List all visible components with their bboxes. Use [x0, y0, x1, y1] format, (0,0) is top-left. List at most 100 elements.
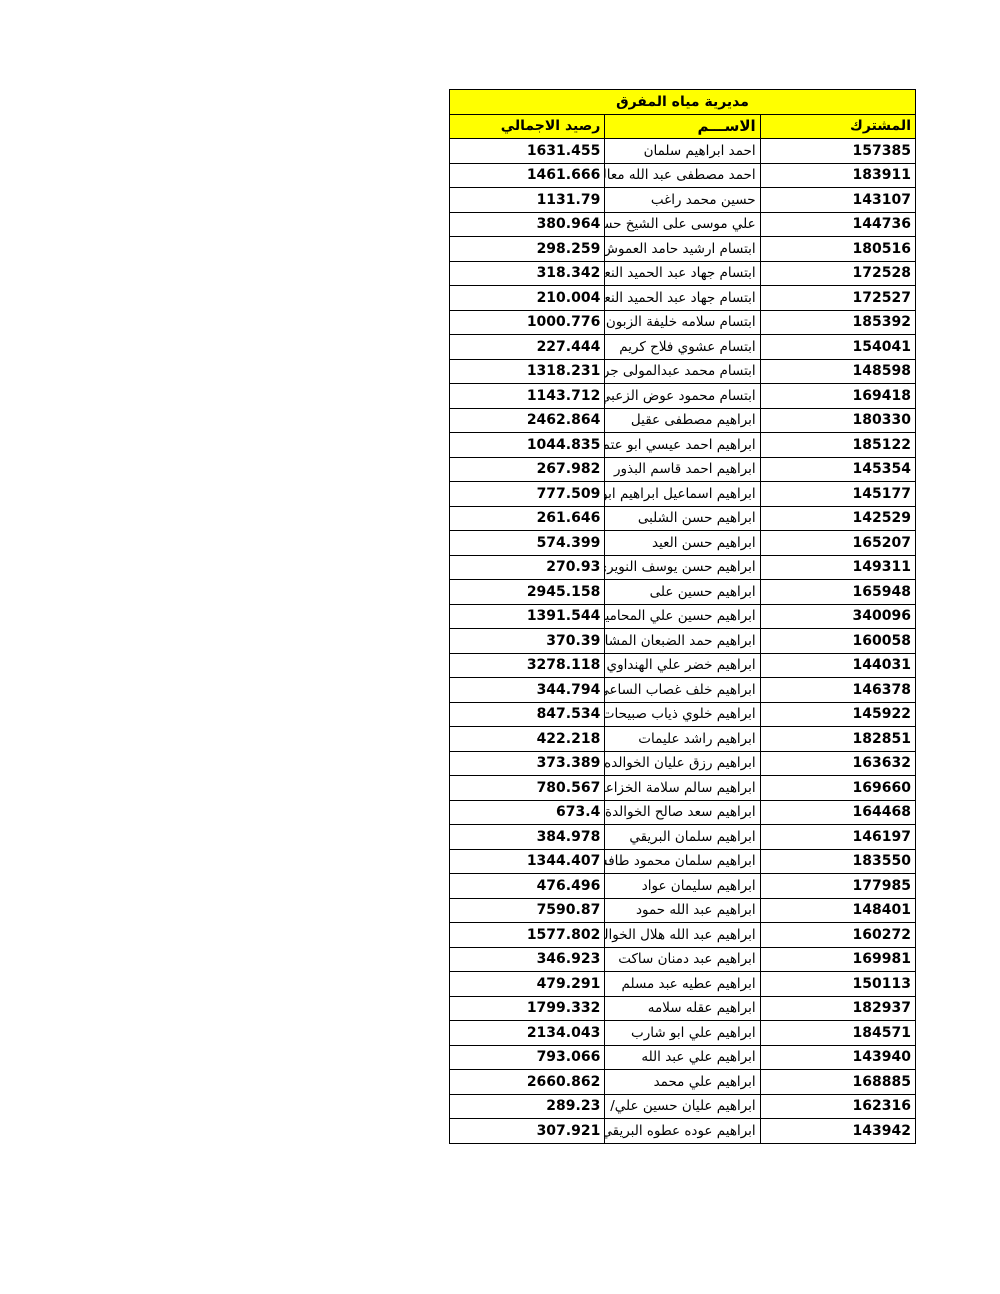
- subscriber-id-cell: 185392: [759, 309, 917, 335]
- table-row: 2462.864 ابراهيم مصطفى عقيل 180330: [448, 407, 917, 433]
- name-cell: ابراهيم احمد قاسم البذور: [604, 456, 761, 482]
- subscriber-id-cell: 146197: [759, 824, 917, 850]
- balance-cell: 318.342: [448, 260, 606, 286]
- subscriber-id-cell: 177985: [759, 873, 917, 899]
- header-row: رصيد الاجمالي الاســـم المشترك: [448, 113, 917, 139]
- name-cell: ابراهيم خلف غصاب الساعي: [604, 677, 761, 703]
- subscriber-id-cell: 143940: [759, 1044, 917, 1070]
- subscriber-id-cell: 165948: [759, 579, 917, 605]
- balance-cell: 2134.043: [448, 1020, 606, 1046]
- balance-cell: 1000.776: [448, 309, 606, 335]
- name-cell: ابراهيم سليمان عواد: [604, 873, 761, 899]
- table-row: 346.923 ابراهيم عبد دمنان ساكت 169981: [448, 946, 917, 972]
- balance-cell: 1131.79: [448, 187, 606, 213]
- balance-cell: 1391.544: [448, 603, 606, 629]
- table-row: 847.534 ابراهيم خلوي ذياب صبيحات 145922: [448, 701, 917, 727]
- name-cell: علي موسى على الشيخ حسين |: [604, 211, 761, 237]
- balance-cell: 1044.835: [448, 432, 606, 458]
- subscriber-id-cell: 148401: [759, 897, 917, 923]
- balance-cell: 574.399: [448, 530, 606, 556]
- table-row: 673.4 ابراهيم سعد صالح الخوالدة 164468: [448, 799, 917, 825]
- name-cell: ابراهيم عبد الله هلال الخوالدة: [604, 922, 761, 948]
- subscriber-id-cell: 160272: [759, 922, 917, 948]
- table-row: 422.218 ابراهيم راشد عليمات 182851: [448, 726, 917, 752]
- name-cell: ابراهيم علي عبد الله: [604, 1044, 761, 1070]
- name-cell: ابراهيم حمد الضبعان المشاقبة: [604, 628, 761, 654]
- subscriber-id-cell: 146378: [759, 677, 917, 703]
- table-row: 1461.666 احمد مصطفى عبد الله معالي 183911: [448, 162, 917, 188]
- table-row: 574.399 ابراهيم حسن العيد 165207: [448, 530, 917, 556]
- subscriber-id-cell: 169418: [759, 383, 917, 409]
- subscriber-id-cell: 168885: [759, 1069, 917, 1095]
- table-row: 3278.118 ابراهيم خضر علي الهنداوي 144031: [448, 652, 917, 678]
- balance-cell: 479.291: [448, 971, 606, 997]
- subscriber-id-cell: 182937: [759, 995, 917, 1021]
- subscriber-id-cell: 163632: [759, 750, 917, 776]
- balance-cell: 227.444: [448, 334, 606, 360]
- table-row: 384.978 ابراهيم سلمان البريقي 146197: [448, 824, 917, 850]
- table-row: 1799.332 ابراهيم عقله سلامه 182937: [448, 995, 917, 1021]
- subscriber-id-cell: 144736: [759, 211, 917, 237]
- name-cell: احمد ابراهيم سلمان: [604, 138, 761, 164]
- name-cell: ابتسام محمد عبدالمولى جرادات: [604, 358, 761, 384]
- balance-cell: 673.4: [448, 799, 606, 825]
- balance-cell: 476.496: [448, 873, 606, 899]
- table-row: 1631.455 احمد ابراهيم سلمان 157385: [448, 138, 917, 164]
- table-row: 479.291 ابراهيم عطيه عبد مسلم 150113: [448, 971, 917, 997]
- name-cell: ابراهيم عطيه عبد مسلم: [604, 971, 761, 997]
- subscriber-id-cell: 144031: [759, 652, 917, 678]
- name-cell: ابراهيم سلمان البريقي: [604, 824, 761, 850]
- name-cell: ابراهيم سلمان محمود طافش: [604, 848, 761, 874]
- balance-cell: 261.646: [448, 505, 606, 531]
- subscriber-id-cell: 172528: [759, 260, 917, 286]
- subscriber-id-cell: 162316: [759, 1093, 917, 1119]
- name-cell: ابراهيم حسن يوسف النويري: [604, 554, 761, 580]
- table-row: 780.567 ابراهيم سالم سلامة الخزاعلة 169660: [448, 775, 917, 801]
- subscriber-id-cell: 185122: [759, 432, 917, 458]
- balance-cell: 1631.455: [448, 138, 606, 164]
- name-cell: ابراهيم خضر علي الهنداوي: [604, 652, 761, 678]
- table-row: 307.921 ابراهيم عوده عطوه البريقي 143942: [448, 1118, 917, 1144]
- subscriber-id-cell: 150113: [759, 971, 917, 997]
- balance-cell: 793.066: [448, 1044, 606, 1070]
- balance-cell: 344.794: [448, 677, 606, 703]
- name-cell: ابتسام جهاد عبد الحميد النعيمي: [604, 285, 761, 311]
- balance-cell: 780.567: [448, 775, 606, 801]
- balance-cell: 384.978: [448, 824, 606, 850]
- subscriber-id-cell: 169660: [759, 775, 917, 801]
- name-cell: ابراهيم حسن العيد: [604, 530, 761, 556]
- balance-cell: 289.23: [448, 1093, 606, 1119]
- name-cell: ابراهيم علي ابو شارب: [604, 1020, 761, 1046]
- name-cell: ابراهيم علي محمد: [604, 1069, 761, 1095]
- subscriber-id-cell: 184571: [759, 1020, 917, 1046]
- name-cell: ابراهيم حسين على: [604, 579, 761, 605]
- name-cell: ابتسام ارشيد حامد العموش: [604, 236, 761, 262]
- balance-cell: 1143.712: [448, 383, 606, 409]
- balance-cell: 346.923: [448, 946, 606, 972]
- table-row: 267.982 ابراهيم احمد قاسم البذور 145354: [448, 456, 917, 482]
- subscriber-id-cell: 143942: [759, 1118, 917, 1144]
- table-row: 2660.862 ابراهيم علي محمد 168885: [448, 1069, 917, 1095]
- balance-cell: 210.004: [448, 285, 606, 311]
- name-cell: ابتسام سلامه خليفة الزبون: [604, 309, 761, 335]
- subscriber-id-cell: 172527: [759, 285, 917, 311]
- subscriber-id-cell: 180516: [759, 236, 917, 262]
- table-row: 2134.043 ابراهيم علي ابو شارب 184571: [448, 1020, 917, 1046]
- subscriber-id-cell: 183911: [759, 162, 917, 188]
- name-cell: ابراهيم راشد عليمات: [604, 726, 761, 752]
- table-row: 1391.544 ابراهيم حسين علي المحاميد 340096: [448, 603, 917, 629]
- balance-cell: 1799.332: [448, 995, 606, 1021]
- table-title: مديرية مياه المفرق: [449, 89, 916, 115]
- balance-cell: 270.93: [448, 554, 606, 580]
- table-row: 1131.79 حسين محمد راغب 143107: [448, 187, 917, 213]
- balance-cell: 267.982: [448, 456, 606, 482]
- balance-cell: 380.964: [448, 211, 606, 237]
- balance-cell: 1344.407: [448, 848, 606, 874]
- table-row: 1344.407 ابراهيم سلمان محمود طافش 183550: [448, 848, 917, 874]
- balance-cell: 1577.802: [448, 922, 606, 948]
- name-cell: ابراهيم عبد دمنان ساكت: [604, 946, 761, 972]
- balance-cell: 777.509: [448, 481, 606, 507]
- subscriber-id-cell: 154041: [759, 334, 917, 360]
- name-cell: ابراهيم خلوي ذياب صبيحات: [604, 701, 761, 727]
